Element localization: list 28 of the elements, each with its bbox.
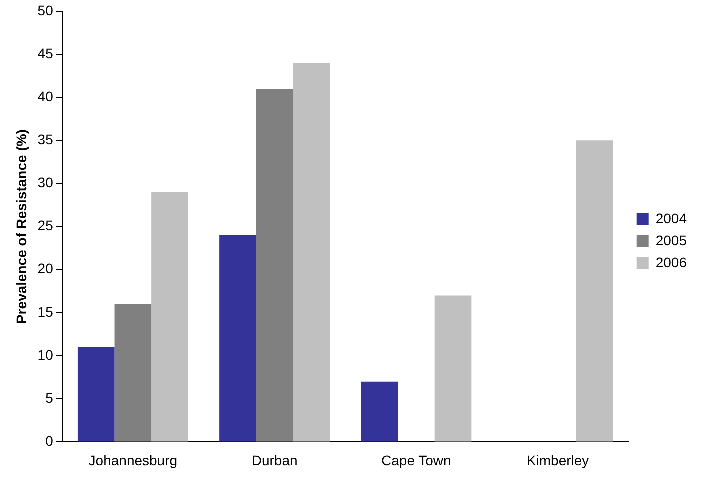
x-tick-label: Cape Town (382, 452, 452, 468)
bar (256, 88, 294, 442)
y-tick-label: 30 (38, 174, 54, 191)
bar (220, 235, 256, 442)
y-tick-label: 5 (46, 390, 54, 406)
y-tick-label: 20 (38, 260, 54, 277)
bar (152, 192, 188, 442)
y-tick-label: 0 (46, 433, 54, 450)
legend-label: 2004 (656, 210, 688, 226)
y-tick-label: 25 (38, 218, 54, 234)
bar (78, 347, 115, 442)
x-tick-label: Johannesburg (88, 452, 178, 468)
y-tick-label: 15 (38, 304, 54, 320)
y-tick-label: 40 (38, 88, 54, 104)
bar (114, 304, 152, 442)
x-tick-label: Kimberley (526, 452, 590, 468)
y-tick-label: 35 (38, 132, 54, 148)
x-tick-label: Durban (252, 452, 298, 468)
y-tick-label: 50 (38, 2, 54, 18)
legend-label: 2006 (656, 254, 688, 270)
y-axis-title: Prevalence of Resistance (%) (13, 130, 30, 324)
bar (293, 63, 330, 442)
bar (576, 140, 614, 442)
y-tick-label: 10 (38, 346, 54, 363)
y-tick-label: 45 (38, 45, 54, 62)
bar (361, 382, 398, 442)
legend-label: 2005 (656, 232, 688, 248)
bar (434, 296, 472, 442)
